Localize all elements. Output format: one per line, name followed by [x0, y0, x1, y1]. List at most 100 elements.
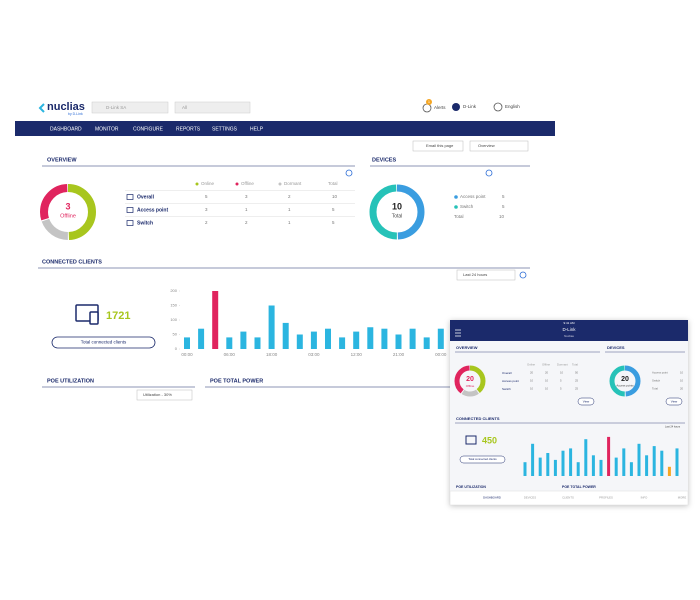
donut-segment: [454, 365, 486, 397]
column-header: Total: [328, 181, 338, 186]
cell: 1: [288, 220, 291, 225]
site-select[interactable]: [174, 101, 251, 114]
donut-segment: [454, 365, 486, 397]
donut-segment: [369, 184, 425, 240]
bar: [437, 328, 444, 349]
row-icon: [126, 207, 134, 213]
donut-segment: [40, 184, 96, 240]
range-select: Last 24 hours: [665, 426, 681, 429]
cell: 10: [530, 387, 534, 391]
total-count: 10: [392, 201, 402, 211]
x-tick-label: 12:00: [351, 352, 363, 357]
utilization-select[interactable]: [136, 389, 193, 401]
offline-count: 3: [65, 201, 70, 211]
bar: [546, 453, 550, 476]
clients-total: 450: [482, 435, 497, 445]
nav-item: SETTINGS: [212, 126, 238, 132]
range-select[interactable]: [456, 269, 516, 281]
cell: 1: [288, 207, 291, 212]
alert-badge: [426, 99, 432, 105]
bar: [381, 328, 388, 349]
language: English: [505, 104, 520, 109]
bar: [296, 334, 303, 349]
y-tick-label: 150: [170, 303, 177, 308]
bar: [660, 450, 664, 476]
view-select: Overview: [478, 143, 495, 148]
x-tick-label: 06:00: [224, 352, 236, 357]
cell: 2: [205, 220, 208, 225]
clients-icon: [89, 311, 99, 325]
range-select: Last 24 hours: [463, 272, 487, 277]
clients-icon: [465, 435, 477, 445]
refresh-icon[interactable]: [519, 271, 527, 279]
section-title: OVERVIEW: [456, 345, 478, 350]
clients-button: Total connected clients: [468, 457, 497, 461]
tab-bar: [449, 490, 689, 506]
bar: [553, 459, 557, 476]
view-button: View: [583, 399, 590, 403]
globe-icon[interactable]: [493, 102, 503, 112]
cell: 3: [205, 207, 208, 212]
legend-label: Access point: [652, 371, 668, 375]
bar: [599, 459, 603, 476]
devices-label: Access points: [616, 384, 634, 388]
legend-value: 10: [680, 371, 684, 375]
column-header: Online: [527, 363, 536, 367]
bar: [212, 291, 219, 349]
tab: DASHBOARD: [483, 496, 501, 500]
bar: [667, 466, 671, 476]
legend-value: 20: [680, 387, 684, 391]
cell: 3: [245, 194, 248, 199]
section-title: POE UTILIZATION: [456, 485, 486, 489]
clients-button[interactable]: [459, 455, 506, 464]
tab: INFO: [641, 496, 649, 500]
bar: [254, 337, 261, 349]
donut-segment: [40, 184, 96, 240]
bar: [569, 448, 573, 476]
offline-label: Offline: [466, 384, 475, 388]
utilization-select: Utilization - 30%: [143, 392, 172, 397]
bar: [576, 462, 580, 476]
column-header: Dormant: [557, 363, 568, 367]
status-time: 9:41 AM: [563, 321, 575, 325]
clients-button[interactable]: [51, 336, 156, 349]
menu-icon[interactable]: [455, 329, 461, 337]
column-header: Offline: [542, 363, 550, 367]
view-button[interactable]: [577, 397, 595, 406]
legend-label: Total: [652, 387, 658, 391]
nav-item: HELP: [250, 126, 264, 132]
alerts: Alerts: [434, 105, 446, 110]
x-tick-label: 00:00: [435, 352, 447, 357]
bar: [629, 462, 633, 476]
email-button[interactable]: [412, 140, 464, 152]
alert-count: 1: [428, 100, 430, 104]
cell: 20: [530, 371, 534, 375]
bar: [395, 334, 402, 349]
refresh-icon[interactable]: [345, 169, 353, 177]
org-select[interactable]: [91, 101, 169, 114]
legend-dot: [195, 182, 199, 186]
legend-value: 5: [502, 194, 505, 199]
bar: [409, 328, 416, 349]
row-label: Access point: [502, 379, 519, 383]
tablet-subtitle: Nuclias: [564, 334, 574, 338]
column-header: Dormant: [284, 181, 302, 186]
user-icon[interactable]: [452, 103, 460, 111]
y-tick-label: 0: [175, 346, 178, 351]
legend-dot: [454, 205, 458, 209]
row-label: Overall: [137, 194, 155, 200]
user: D-Link: [463, 104, 477, 109]
bar: [645, 455, 649, 476]
legend-dot: [278, 182, 282, 186]
cell: 50: [575, 371, 579, 375]
legend-value: 5: [502, 204, 505, 209]
refresh-icon[interactable]: [485, 169, 493, 177]
view-select[interactable]: [469, 140, 529, 152]
row-label: Switch: [137, 220, 153, 226]
nav-item: REPORTS: [176, 126, 201, 132]
section-title: OVERVIEW: [47, 157, 77, 163]
view-button[interactable]: [665, 397, 683, 406]
tab: PROFILES: [599, 496, 613, 500]
legend-dot: [454, 195, 458, 199]
section-title: CONNECTED CLIENTS: [42, 259, 102, 265]
